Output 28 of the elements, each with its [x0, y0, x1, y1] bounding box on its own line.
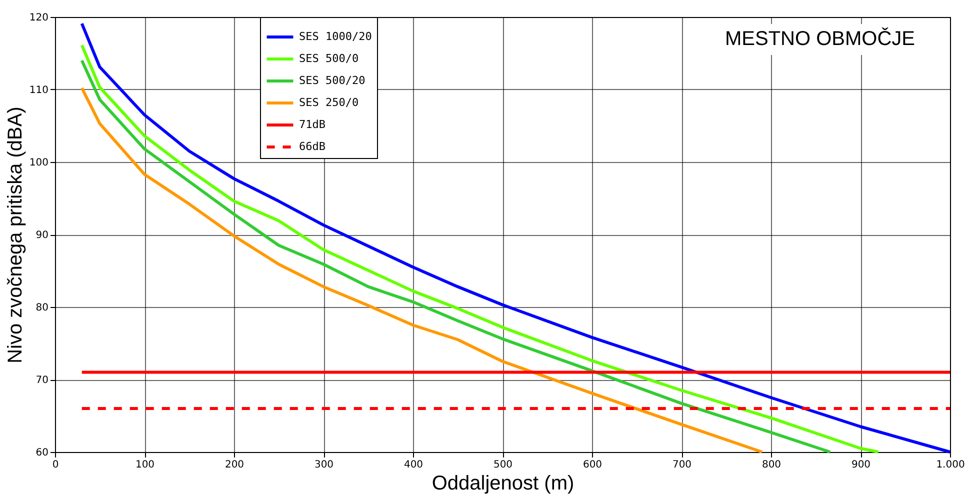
x-tick-label: 700	[672, 460, 692, 470]
y-tick-label: 100	[29, 158, 48, 168]
legend-label: 66dB	[299, 140, 326, 153]
legend-label: SES 500/20	[299, 74, 366, 87]
y-tick-label: 110	[29, 85, 48, 96]
line-series	[80, 86, 764, 454]
legend-label: 71dB	[299, 118, 326, 131]
legend-label: SES 500/0	[299, 52, 359, 65]
x-tick-label: 800	[762, 460, 782, 470]
x-axis-title: Oddaljenost (m)	[432, 472, 574, 494]
y-tick-label: 120	[29, 12, 48, 24]
x-tick-label: 0	[52, 460, 59, 470]
x-tick-label: 300	[314, 460, 334, 470]
legend-label: SES 250/0	[299, 96, 359, 109]
x-tick-label: 200	[224, 460, 244, 470]
x-tick-label: 400	[404, 460, 424, 470]
legend-label: SES 1000/20	[299, 30, 372, 43]
x-tick-label: 100	[135, 460, 155, 470]
y-tick-label: 60	[36, 448, 48, 458]
x-tick-label: 1.000	[936, 460, 965, 470]
x-tick-label: 900	[851, 460, 871, 470]
y-tick-label: 90	[36, 230, 48, 241]
x-tick-label: 600	[582, 460, 602, 470]
y-tick-label: 70	[36, 375, 48, 386]
y-axis-title: Nivo zvočnega pritiska (dBA)	[4, 106, 26, 364]
annotation: MESTNO OBMOČJE	[700, 24, 940, 55]
y-tick-label: 80	[36, 302, 48, 314]
x-tick-label: 500	[493, 460, 513, 470]
